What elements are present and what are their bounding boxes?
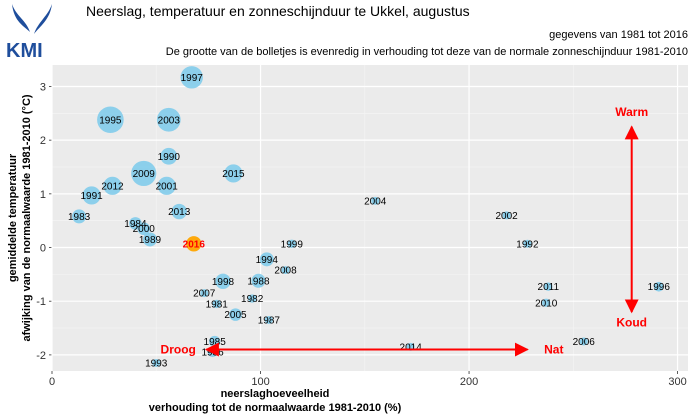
data-point-2007: [200, 289, 209, 298]
data-label-2015: 2015: [222, 169, 245, 180]
data-label-1992: 1992: [516, 239, 539, 250]
data-point-2000: [137, 222, 151, 236]
data-point-2011: [544, 282, 553, 291]
data-label-1984: 1984: [124, 219, 147, 230]
data-label-2002: 2002: [495, 211, 518, 222]
data-point-2012: [103, 176, 122, 195]
data-label-1985: 1985: [204, 337, 227, 348]
data-label-1988: 1988: [247, 276, 270, 287]
data-point-2010: [542, 298, 551, 308]
data-label-2011: 2011: [538, 282, 560, 293]
chart-note: De grootte van de bolletjes is evenredig…: [165, 46, 688, 58]
data-label-1989: 1989: [139, 235, 162, 246]
data-point-2009: [131, 160, 157, 187]
tick-label-x: 200: [460, 376, 478, 388]
annotation-warm: Warm: [615, 105, 648, 119]
data-point-1990: [160, 147, 178, 165]
data-label-2016: 2016: [183, 239, 206, 250]
tick-label-y: 0: [40, 243, 46, 255]
data-label-1991: 1991: [80, 191, 103, 202]
tick-label-y: 3: [40, 81, 46, 93]
data-label-2010: 2010: [535, 298, 558, 309]
data-label-1990: 1990: [158, 152, 181, 163]
data-label-1997: 1997: [181, 73, 204, 84]
data-label-2013: 2013: [168, 207, 191, 218]
tick-label-y: -1: [36, 296, 46, 308]
data-point-1991: [82, 186, 101, 205]
data-label-2014: 2014: [400, 342, 423, 353]
data-point-1999: [287, 239, 297, 248]
data-label-1999: 1999: [281, 239, 304, 250]
chart-title: Neerslag, temperatuur en zonneschijnduur…: [86, 3, 470, 19]
data-point-1981: [212, 299, 221, 309]
data-label-1994: 1994: [256, 255, 279, 266]
tick-label-y: 2: [40, 135, 46, 147]
data-point-1995: [97, 106, 124, 134]
data-label-2007: 2007: [193, 289, 216, 300]
tick-label-x: 100: [251, 376, 269, 388]
x-axis-title-line1: neerslaghoeveelheid: [221, 388, 330, 400]
data-point-1994: [259, 252, 274, 267]
data-point-1989: [143, 232, 158, 247]
data-label-1981: 1981: [206, 299, 229, 310]
logo-wave-left: [12, 4, 30, 32]
data-point-1987: [264, 316, 273, 324]
plot-panel: [52, 65, 688, 371]
annotation-koud: Koud: [616, 315, 647, 329]
data-point-1998: [215, 273, 231, 290]
annotation-droog: Droog: [161, 343, 196, 357]
logo-wave-right: [34, 4, 52, 34]
data-point-1988: [251, 273, 266, 288]
data-point-2004: [371, 196, 380, 205]
logo-text: KMI: [6, 40, 43, 62]
x-axis-title-line2: verhouding tot de normaalwaarde 1981-201…: [149, 402, 402, 414]
data-point-1992: [523, 239, 532, 248]
tick-label-y: 1: [40, 189, 46, 201]
data-point-1983: [72, 209, 87, 224]
data-point-2005: [229, 308, 242, 321]
kmi-logo: [12, 4, 52, 34]
data-label-2009: 2009: [133, 169, 156, 180]
data-point-2015: [224, 164, 243, 183]
data-point-1993: [152, 358, 161, 367]
data-point-2001: [157, 176, 176, 195]
data-label-2004: 2004: [364, 196, 387, 207]
data-label-1995: 1995: [99, 115, 122, 126]
chart-subtitle: gegevens van 1981 tot 2016: [549, 29, 688, 41]
tick-label-x: 0: [49, 376, 55, 388]
data-label-1996: 1996: [648, 282, 671, 293]
data-label-1983: 1983: [68, 212, 91, 223]
data-point-2003: [156, 107, 181, 132]
data-point-2002: [502, 211, 511, 220]
data-label-2003: 2003: [158, 115, 181, 126]
tick-label-x: 300: [668, 376, 686, 388]
data-point-2008: [281, 266, 290, 275]
data-label-1987: 1987: [258, 316, 281, 327]
data-point-2013: [171, 203, 187, 220]
data-label-1998: 1998: [212, 277, 235, 288]
data-label-2001: 2001: [156, 181, 179, 192]
data-point-1997: [180, 66, 203, 89]
data-point-1982: [247, 294, 257, 303]
data-label-2008: 2008: [274, 266, 297, 277]
data-point-2006: [579, 337, 588, 346]
annotation-nat: Nat: [544, 343, 563, 357]
data-label-1982: 1982: [241, 294, 264, 305]
data-label-1993: 1993: [145, 358, 168, 369]
y-axis-title-line1: gemiddelde temperatuur: [7, 153, 19, 282]
y-axis-title-line2: afwijking van de normaalwaarde 1981-2010…: [21, 94, 33, 341]
data-label-2000: 2000: [133, 224, 156, 235]
data-label-2012: 2012: [101, 181, 124, 192]
tick-label-y: -2: [36, 350, 46, 362]
data-label-2006: 2006: [573, 337, 596, 348]
data-point-1996: [653, 281, 664, 292]
data-label-2005: 2005: [224, 310, 247, 321]
data-point-2016: [186, 236, 202, 252]
